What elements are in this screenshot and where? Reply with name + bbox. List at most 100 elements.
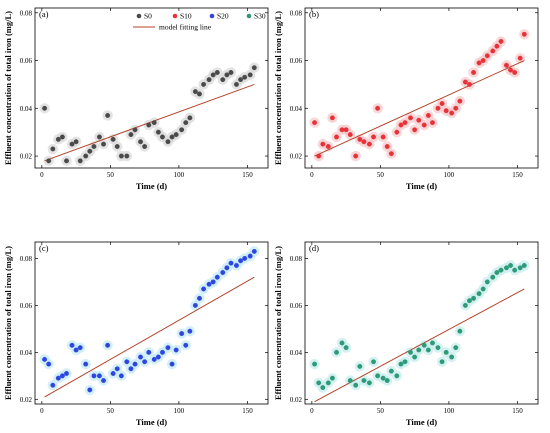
- data-point: [87, 148, 93, 154]
- data-point: [334, 349, 339, 355]
- data-point: [498, 38, 504, 44]
- data-point: [453, 105, 459, 111]
- data-point: [59, 134, 65, 140]
- data-point: [471, 70, 477, 75]
- x-tick-label: 100: [444, 407, 455, 415]
- fit-line: [44, 276, 255, 398]
- data-point: [371, 134, 376, 140]
- y-tick-label: 0.02: [290, 396, 303, 404]
- x-axis-title: Time (d): [406, 417, 437, 427]
- data-point: [361, 139, 367, 145]
- data-point: [77, 345, 83, 351]
- data-point: [521, 31, 527, 37]
- data-point: [371, 359, 376, 365]
- data-point: [380, 375, 386, 381]
- legend-marker: [136, 13, 142, 19]
- x-axis-title: Time (d): [136, 181, 167, 191]
- data-point: [484, 279, 490, 285]
- data-point: [197, 295, 202, 301]
- plot-frame: [304, 241, 539, 405]
- data-point: [343, 345, 349, 351]
- data-point: [132, 361, 138, 367]
- legend-marker: [209, 13, 215, 19]
- x-axis-title: Time (d): [136, 417, 167, 427]
- data-point: [504, 62, 509, 68]
- data-point: [457, 328, 463, 334]
- data-point: [146, 349, 152, 355]
- panel-c: 0 50 100 150 0.02 0.04 0.06 0.08 Time (d) Effluen…: [3, 241, 269, 427]
- data-point: [361, 378, 367, 383]
- data-point: [206, 77, 212, 83]
- data-point: [408, 115, 413, 121]
- data-point: [357, 363, 363, 369]
- data-point: [46, 158, 52, 164]
- data-point: [46, 361, 52, 367]
- data-point: [325, 380, 331, 386]
- data-point: [449, 354, 455, 360]
- data-point: [398, 361, 404, 367]
- x-tick-label: 150: [512, 171, 523, 179]
- panel-d: 0 50 100 150 0.02 0.04 0.06 0.08 Time (d) Effluen…: [273, 241, 539, 427]
- data-point: [132, 127, 138, 133]
- data-point: [320, 141, 326, 147]
- data-point: [83, 153, 89, 159]
- data-point: [55, 136, 61, 142]
- data-point: [508, 67, 514, 73]
- data-point: [55, 375, 61, 381]
- data-point: [421, 122, 427, 128]
- data-point: [128, 366, 134, 372]
- data-point: [210, 72, 216, 78]
- legend-label: S0: [144, 12, 152, 21]
- data-point: [476, 60, 482, 66]
- data-point: [247, 253, 253, 259]
- data-point: [110, 371, 116, 376]
- data-point: [138, 354, 143, 360]
- data-point: [316, 380, 322, 386]
- data-point: [357, 136, 363, 142]
- data-point: [443, 108, 449, 114]
- data-point: [512, 70, 518, 75]
- data-point: [388, 368, 394, 374]
- data-point: [467, 298, 472, 304]
- data-point: [118, 153, 124, 159]
- data-point: [449, 110, 455, 116]
- data-point: [334, 134, 339, 140]
- y-tick-label: 0.08: [20, 9, 33, 17]
- data-point: [201, 286, 207, 292]
- data-point: [388, 151, 394, 157]
- fit-line: [314, 60, 525, 157]
- x-axis-title: Time (d): [406, 181, 437, 191]
- data-point: [439, 101, 445, 106]
- data-point: [234, 263, 239, 268]
- y-tick-label: 0.04: [20, 105, 33, 113]
- data-point: [242, 74, 248, 80]
- plot-frame: [34, 7, 269, 169]
- data-point: [50, 146, 56, 152]
- data-point: [142, 144, 148, 149]
- data-point: [160, 349, 165, 355]
- data-point: [494, 270, 500, 275]
- data-point: [384, 144, 390, 149]
- data-point: [435, 345, 441, 351]
- data-point: [343, 127, 349, 133]
- data-point: [521, 263, 527, 268]
- data-point: [105, 113, 111, 118]
- data-point: [421, 342, 427, 348]
- data-point: [375, 373, 381, 379]
- x-tick-label: 150: [242, 407, 253, 415]
- data-point: [73, 347, 79, 353]
- data-point: [494, 43, 500, 49]
- data-point: [64, 158, 69, 164]
- data-point: [210, 279, 216, 285]
- data-point: [425, 347, 431, 353]
- data-point: [169, 361, 175, 367]
- x-tick-label: 50: [107, 171, 115, 179]
- data-point: [220, 77, 226, 83]
- y-tick-label: 0.04: [20, 349, 33, 357]
- data-point: [394, 373, 400, 379]
- panel-label: (c): [39, 243, 49, 253]
- data-point: [192, 302, 198, 308]
- y-tick-label: 0.02: [20, 153, 33, 161]
- data-point: [339, 127, 345, 133]
